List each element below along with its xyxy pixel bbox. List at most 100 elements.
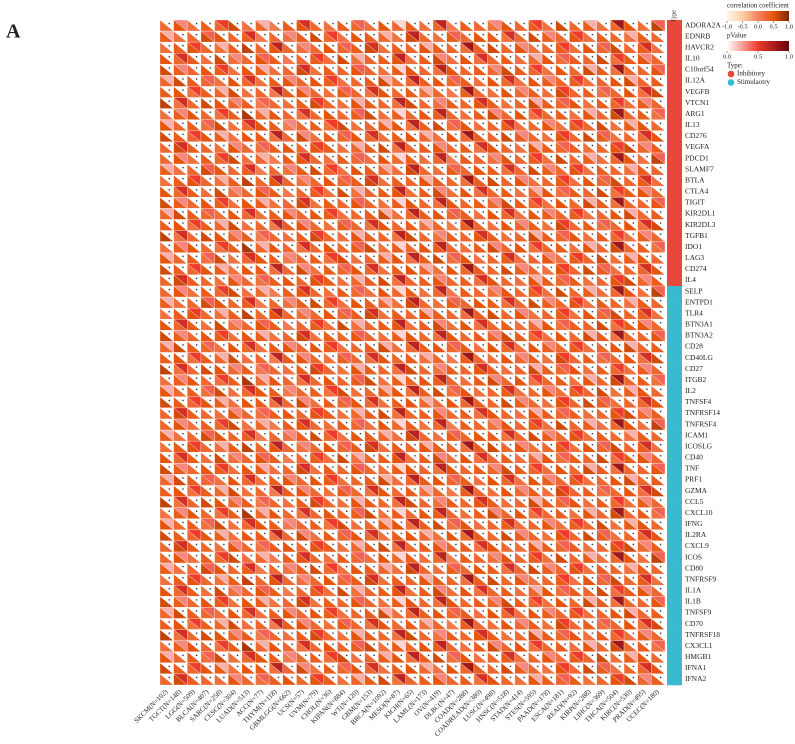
significance-dot (646, 421, 648, 424)
significance-dot (550, 355, 553, 357)
significance-dot (659, 477, 662, 479)
significance-dot (318, 443, 321, 446)
significance-dot (427, 299, 430, 302)
significance-dot (550, 410, 553, 413)
significance-dot (373, 333, 375, 335)
significance-dot (427, 22, 430, 25)
significance-dot (359, 565, 362, 568)
significance-dot (414, 67, 416, 69)
significance-dot (523, 543, 525, 546)
significance-dot (496, 166, 498, 169)
significance-dot (509, 499, 512, 501)
significance-dot (223, 144, 225, 147)
significance-dot (359, 388, 362, 391)
significance-dot (277, 122, 280, 125)
significance-dot (509, 410, 512, 413)
significance-dot (482, 155, 485, 158)
significance-dot (577, 310, 580, 313)
significance-dot (577, 133, 580, 136)
significance-dot (386, 366, 389, 368)
significance-dot (291, 222, 293, 224)
significance-dot (373, 155, 375, 158)
significance-dot (209, 177, 212, 180)
significance-dot (482, 333, 485, 335)
significance-dot (605, 554, 607, 557)
significance-dot (386, 543, 389, 546)
significance-dot (468, 377, 471, 380)
significance-dot (509, 177, 512, 180)
significance-dot (523, 565, 525, 568)
significance-dot (427, 188, 430, 191)
significance-dot (550, 488, 553, 490)
significance-dot (373, 299, 375, 302)
significance-dot (441, 310, 444, 313)
significance-dot (291, 144, 293, 147)
significance-dot (441, 266, 444, 269)
significance-dot (345, 321, 348, 324)
significance-dot (345, 67, 348, 69)
significance-dot (496, 543, 498, 546)
significance-dot (291, 554, 293, 557)
significance-dot (277, 78, 280, 80)
significance-dot (209, 410, 212, 413)
significance-dot (659, 565, 662, 568)
significance-dot (536, 432, 539, 435)
significance-dot (277, 543, 280, 546)
significance-dot (332, 100, 334, 102)
significance-dot (236, 67, 239, 69)
significance-dot (318, 288, 321, 291)
significance-dot (195, 333, 198, 335)
significance-dot (291, 244, 293, 247)
significance-dot (332, 277, 334, 280)
significance-dot (564, 33, 566, 36)
significance-dot (318, 477, 321, 479)
significance-dot (236, 89, 239, 91)
significance-dot (373, 277, 375, 280)
significance-dot (509, 466, 512, 468)
significance-dot (427, 277, 430, 280)
significance-dot (496, 410, 498, 413)
significance-dot (195, 78, 198, 80)
significance-dot (427, 565, 430, 568)
significance-dot (659, 521, 662, 524)
significance-dot (455, 466, 457, 468)
significance-dot (455, 310, 457, 313)
significance-dot (332, 155, 334, 158)
significance-dot (496, 477, 498, 479)
significance-dot (168, 177, 171, 180)
significance-dot (359, 44, 362, 47)
significance-dot (482, 310, 485, 313)
significance-dot (482, 33, 485, 36)
significance-dot (659, 177, 662, 180)
significance-dot (168, 67, 171, 69)
significance-dot (496, 233, 498, 235)
significance-dot (468, 333, 471, 335)
significance-dot (318, 244, 321, 247)
significance-dot (523, 22, 525, 25)
significance-dot (605, 144, 607, 147)
significance-dot (523, 200, 525, 202)
significance-dot (468, 144, 471, 147)
significance-dot (264, 266, 266, 269)
significance-dot (455, 22, 457, 25)
significance-dot (482, 44, 485, 47)
significance-dot (332, 200, 334, 202)
significance-dot (509, 443, 512, 446)
significance-dot (182, 255, 184, 258)
significance-dot (455, 355, 457, 357)
significance-dot (632, 44, 635, 47)
significance-dot (509, 244, 512, 247)
significance-dot (250, 277, 252, 280)
significance-dot (632, 111, 635, 114)
significance-dot (496, 344, 498, 346)
significance-dot (291, 532, 293, 535)
significance-dot (318, 166, 321, 169)
significance-dot (591, 410, 594, 413)
significance-dot (291, 288, 293, 291)
significance-dot (168, 89, 171, 91)
significance-dot (373, 122, 375, 125)
significance-dot (536, 532, 539, 535)
significance-dot (468, 111, 471, 114)
significance-dot (482, 399, 485, 402)
significance-dot (345, 565, 348, 568)
